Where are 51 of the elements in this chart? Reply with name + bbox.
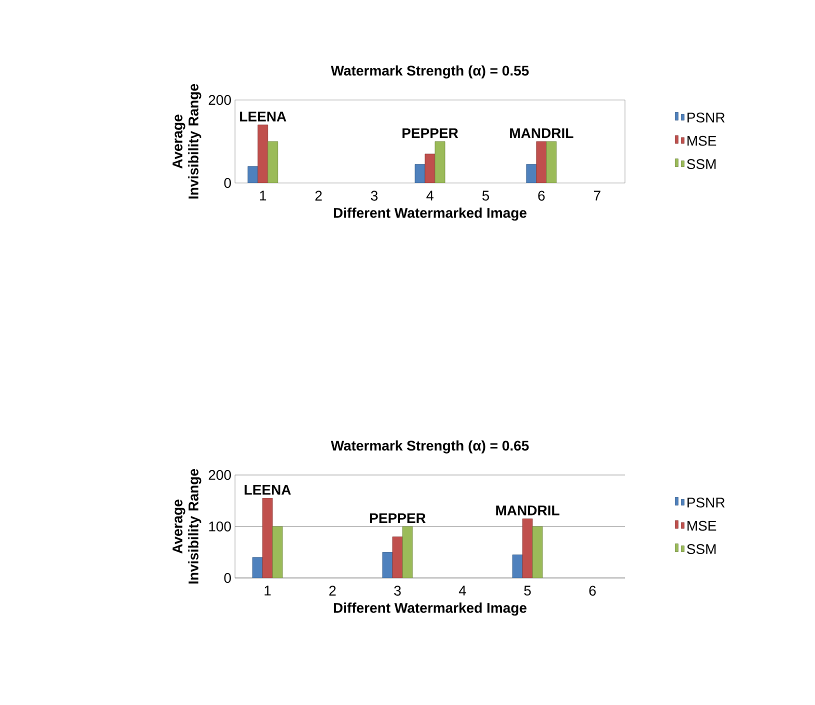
x-tick-label: 2 bbox=[329, 586, 336, 596]
bar bbox=[262, 498, 273, 578]
y-tick-label: 100 bbox=[209, 522, 231, 532]
bar bbox=[248, 166, 258, 183]
bar bbox=[522, 518, 533, 578]
x-tick-label: 6 bbox=[589, 586, 596, 596]
bar bbox=[272, 526, 283, 578]
y-axis-title: Average Invisibility Range bbox=[172, 84, 202, 199]
y-tick-label: 200 bbox=[208, 470, 231, 480]
legend-label: PSNR bbox=[688, 498, 725, 508]
legend-label: MSE bbox=[688, 136, 716, 146]
legend-label: PSNR bbox=[688, 112, 725, 122]
bar bbox=[536, 141, 547, 183]
x-tick-label: 3 bbox=[370, 190, 378, 201]
annotation: MANDRIL bbox=[496, 506, 560, 516]
x-tick-label: 6 bbox=[538, 190, 545, 201]
bar bbox=[424, 154, 436, 183]
x-axis-title: Different Watermarked Image bbox=[334, 602, 526, 616]
annotation: PEPPER bbox=[370, 513, 426, 523]
bar bbox=[268, 141, 278, 183]
y-tick-label: 0 bbox=[224, 178, 231, 188]
annotation: LEENA bbox=[240, 112, 286, 122]
x-tick-label: 5 bbox=[524, 586, 531, 596]
bar bbox=[414, 164, 426, 183]
y-tick-label: 0 bbox=[224, 573, 231, 583]
chart-title: Watermark Strength (α) = 0.65 bbox=[330, 440, 529, 454]
legend-label: SSM bbox=[687, 159, 716, 170]
bar bbox=[402, 526, 413, 578]
legend-label: SSM bbox=[687, 544, 716, 554]
x-tick-label: 3 bbox=[394, 586, 401, 596]
y-tick-label: 200 bbox=[208, 95, 231, 105]
annotation: LEENA bbox=[244, 485, 291, 495]
x-tick-label: 1 bbox=[264, 586, 271, 596]
x-tick-label: 4 bbox=[458, 586, 466, 596]
chart-title: Watermark Strength (α) = 0.55 bbox=[330, 65, 529, 78]
y-axis-title: Average Invisibility Range bbox=[172, 469, 202, 584]
annotation: PEPPER bbox=[402, 128, 458, 138]
bar bbox=[546, 141, 557, 183]
x-tick-label: 7 bbox=[594, 190, 600, 200]
legend-label: MSE bbox=[688, 520, 716, 531]
x-tick-label: 2 bbox=[315, 190, 322, 201]
bar bbox=[258, 124, 268, 183]
annotation: MANDRIL bbox=[510, 128, 574, 138]
x-tick-label: 4 bbox=[426, 190, 434, 200]
bar bbox=[526, 164, 537, 183]
x-axis-title: Different Watermarked Image bbox=[334, 208, 526, 221]
bar bbox=[434, 141, 446, 183]
x-tick-label: 1 bbox=[260, 190, 266, 200]
x-tick-label: 5 bbox=[482, 190, 490, 201]
bar bbox=[532, 526, 543, 578]
bar bbox=[392, 536, 403, 578]
